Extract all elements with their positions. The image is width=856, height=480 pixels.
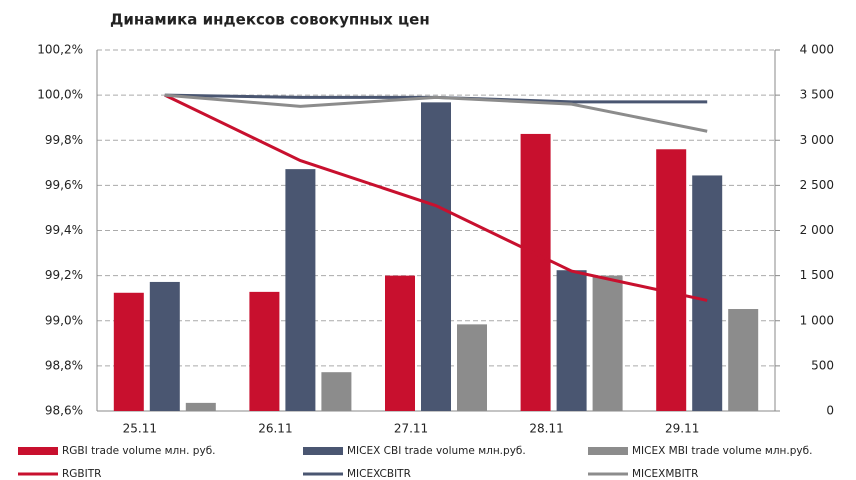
legend-label: MICEXMBITR — [632, 468, 698, 480]
legend-swatch — [18, 447, 58, 455]
y-tick-label: 98,8% — [45, 358, 83, 372]
bar — [656, 149, 687, 411]
y2-tick-label: 3 000 — [800, 133, 834, 147]
bar — [149, 281, 180, 411]
y-tick-label: 100,2% — [37, 43, 83, 57]
y2-tick-label: 4 000 — [800, 43, 834, 57]
legend-swatch — [303, 447, 343, 455]
bar — [185, 402, 216, 411]
bar — [457, 324, 487, 411]
bar — [421, 102, 451, 411]
x-tick-label: 25.11 — [123, 422, 157, 436]
bar — [285, 169, 316, 411]
y-tick-label: 98,6% — [45, 404, 83, 418]
y-tick-label: 99,4% — [45, 223, 83, 237]
legend-label: RGBI trade volume млн. руб. — [62, 445, 216, 457]
legend-swatch — [588, 447, 628, 455]
y2-tick-label: 2 500 — [800, 178, 834, 192]
legend-label: RGBITR — [62, 468, 101, 480]
y2-tick-label: 2 000 — [800, 223, 834, 237]
bar — [321, 372, 352, 411]
x-tick-label: 28.11 — [529, 422, 563, 436]
bar — [520, 133, 551, 411]
y-tick-label: 100,0% — [37, 88, 83, 102]
y2-tick-label: 1 500 — [800, 268, 834, 282]
chart-title: Динамика индексов совокупных цен — [110, 11, 430, 29]
legend-label: MICEXCBITR — [347, 468, 411, 480]
y2-tick-label: 0 — [826, 404, 834, 418]
line — [164, 93, 708, 302]
line — [164, 93, 708, 133]
y-tick-label: 99,2% — [45, 268, 83, 282]
bar — [385, 275, 415, 411]
legend-label: MICEX CBI trade volume млн.руб. — [347, 445, 526, 457]
bar — [692, 175, 723, 411]
y2-tick-label: 3 500 — [800, 88, 834, 102]
bar — [113, 292, 144, 411]
x-tick-label: 29.11 — [665, 422, 699, 436]
bar — [728, 309, 759, 411]
bar — [556, 270, 587, 411]
y-tick-label: 99,0% — [45, 313, 83, 327]
bar — [249, 291, 280, 411]
legend-label: MICEX MBI trade volume млн.руб. — [632, 445, 812, 457]
y2-tick-label: 1 000 — [800, 313, 834, 327]
bar — [592, 275, 623, 411]
y2-tick-label: 500 — [811, 358, 834, 372]
x-tick-label: 27.11 — [394, 422, 428, 436]
x-tick-label: 26.11 — [258, 422, 292, 436]
y-tick-label: 99,6% — [45, 178, 83, 192]
y-tick-label: 99,8% — [45, 133, 83, 147]
